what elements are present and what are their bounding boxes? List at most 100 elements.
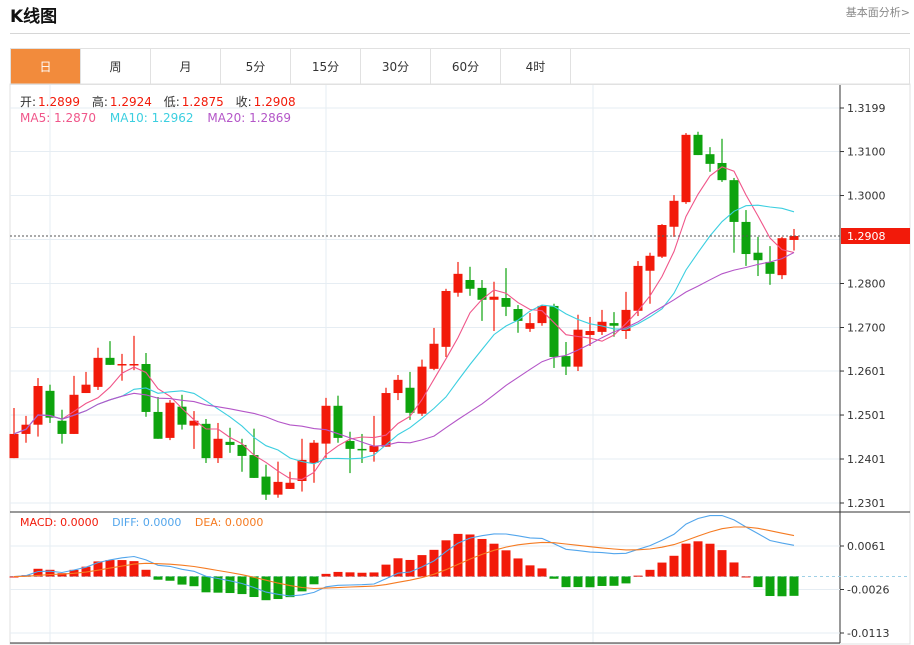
macd-bar <box>285 576 295 598</box>
high-value: 1.2924 <box>109 95 152 109</box>
macd-bar <box>441 540 451 577</box>
price-tick-label: 1.3100 <box>847 146 886 159</box>
tab-6[interactable]: 60分 <box>431 49 501 84</box>
macd-bar <box>9 576 19 578</box>
macd-bar <box>225 576 235 594</box>
candle-body <box>345 440 355 449</box>
candle-body <box>45 390 55 418</box>
macd-bar <box>765 576 775 597</box>
candle-body <box>273 481 283 495</box>
macd-bar <box>309 576 319 585</box>
candle-body <box>177 406 187 425</box>
tab-7[interactable]: 4时 <box>501 49 571 84</box>
dea-line <box>13 526 795 590</box>
ma-legend: MA5: 1.2870 MA10: 1.2962 MA20: 1.2869 <box>20 111 293 125</box>
macd-bar <box>57 573 67 577</box>
macd-bar <box>117 560 127 577</box>
macd-bar <box>453 533 463 577</box>
candle-body <box>777 238 787 276</box>
tab-3[interactable]: 5分 <box>221 49 291 84</box>
diff-line <box>13 514 795 597</box>
tab-5[interactable]: 30分 <box>361 49 431 84</box>
candle-body <box>717 162 727 181</box>
tab-0[interactable]: 日 <box>11 49 81 84</box>
candle-body <box>597 321 607 332</box>
candle-body <box>81 384 91 394</box>
candle-body <box>201 423 211 459</box>
macd-bar <box>657 562 667 577</box>
candle-body <box>609 323 619 326</box>
candle-body <box>429 343 439 369</box>
ma20-value: MA20: 1.2869 <box>207 111 292 125</box>
macd-bar <box>237 576 247 595</box>
macd-bar <box>273 576 283 600</box>
macd-bar <box>597 576 607 586</box>
close-label: 收: <box>235 95 252 109</box>
macd-bar <box>705 543 715 577</box>
dea-value: DEA: 0.0000 <box>194 516 264 529</box>
current-price-tag <box>841 228 910 245</box>
macd-bar <box>189 576 199 587</box>
macd-bar <box>261 576 271 601</box>
macd-bar <box>153 576 163 580</box>
macd-bar <box>177 576 187 585</box>
candle-body <box>357 448 367 451</box>
candle-body <box>525 323 535 329</box>
candle-body <box>693 134 703 156</box>
candle-body <box>33 385 43 425</box>
macd-bar <box>357 572 367 577</box>
macd-bar <box>741 576 751 578</box>
macd-bar <box>525 565 535 577</box>
tab-4[interactable]: 15分 <box>291 49 361 84</box>
macd-bar <box>381 564 391 577</box>
macd-tick-label: -0.0026 <box>847 584 889 597</box>
macd-bar <box>633 575 643 577</box>
divider <box>10 33 910 34</box>
macd-bar <box>489 543 499 577</box>
macd-bar <box>609 576 619 586</box>
candle-body <box>405 387 415 413</box>
candle-body <box>261 476 271 495</box>
candle-body <box>729 180 739 222</box>
candle-body <box>321 405 331 444</box>
page-title: K线图 <box>10 7 58 27</box>
macd-bar <box>777 576 787 597</box>
tab-2[interactable]: 月 <box>151 49 221 84</box>
tab-1[interactable]: 周 <box>81 49 151 84</box>
candle-body <box>501 298 511 307</box>
candle-body <box>9 433 19 459</box>
ohlc-legend: 开: 1.2899 高: 1.2924 低: 1.2875 收: 1.2908 <box>20 93 298 110</box>
macd-bar <box>645 569 655 577</box>
close-value: 1.2908 <box>253 95 296 109</box>
macd-bar <box>693 541 703 577</box>
macd-bar <box>669 555 679 577</box>
candle-body <box>765 261 775 274</box>
high-label: 高: <box>91 95 108 109</box>
price-tick-label: 1.2501 <box>847 409 886 422</box>
macd-bar <box>753 576 763 588</box>
candle-body <box>477 287 487 300</box>
macd-bar <box>345 572 355 577</box>
macd-bar <box>585 576 595 588</box>
macd-bar <box>93 561 103 577</box>
ma20-line <box>13 252 795 447</box>
candle-body <box>513 309 523 321</box>
candle-body <box>93 357 103 387</box>
candle-body <box>465 279 475 289</box>
chart-frame <box>9 83 911 645</box>
macd-bar <box>45 569 55 577</box>
candle-body <box>105 357 115 365</box>
price-tick-label: 1.2601 <box>847 365 886 378</box>
ma5-line <box>13 166 795 480</box>
candle-body <box>753 252 763 261</box>
fundamental-analysis-link[interactable]: 基本面分析> <box>845 6 910 19</box>
diff-value: DIFF: 0.0000 <box>112 516 182 529</box>
macd-bar <box>321 573 331 577</box>
candle-body <box>237 444 247 456</box>
price-tick-label: 1.3000 <box>847 190 886 203</box>
candle-body <box>129 364 139 366</box>
candle-body <box>645 255 655 271</box>
candle-body <box>153 411 163 439</box>
macd-bar <box>405 559 415 577</box>
